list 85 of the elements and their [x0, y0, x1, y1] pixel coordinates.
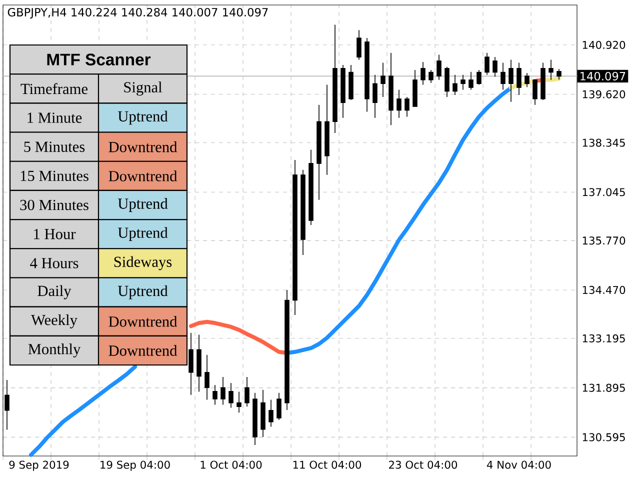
candlestick: [348, 64, 354, 100]
candlestick: [292, 160, 298, 316]
candlestick: [372, 74, 378, 118]
text: Uptrend: [118, 110, 168, 125]
category-label: 5 Minutes: [24, 142, 85, 152]
category-label: Weekly: [31, 314, 78, 328]
annotation: Timeframe: [20, 83, 88, 94]
y-tick-label: 134.470: [582, 286, 626, 294]
text: MTF Scanner: [47, 54, 151, 66]
candlestick: [540, 62, 546, 100]
x-tick-label: 1 Oct 04:00: [200, 460, 262, 469]
text: Uptrend: [118, 198, 168, 212]
y-tick-label: 138.345: [582, 138, 625, 147]
y-tick-label: 130.595: [582, 433, 625, 442]
candlestick: [532, 79, 538, 106]
candlestick: [268, 399, 274, 428]
candlestick: [228, 382, 234, 408]
candlestick: [476, 70, 482, 86]
category-label: Monthly: [28, 343, 81, 358]
y-tick-label: 135.770: [582, 236, 626, 245]
candlestick: [492, 56, 498, 78]
candlestick: [236, 391, 242, 414]
candlestick: [452, 74, 458, 96]
candlestick: [244, 376, 250, 408]
candlestick: [196, 334, 202, 392]
category-label: 1 Minute: [28, 112, 82, 123]
candlestick: [500, 62, 506, 90]
candlestick: [332, 24, 338, 134]
candlestick: [316, 104, 322, 200]
y-tick-label: 131.895: [582, 384, 625, 392]
line-series: [29, 364, 138, 457]
candlestick: [484, 52, 490, 76]
category-label: 4 Hours: [30, 258, 78, 268]
x-tick-label: 4 Nov 04:00: [486, 460, 551, 469]
x-tick-label: 23 Oct 04:00: [389, 460, 458, 469]
candlestick: [276, 392, 282, 420]
text: Downtrend: [108, 345, 178, 356]
x-tick-label: 19 Sep 04:00: [100, 460, 170, 471]
candlestick: [420, 62, 426, 86]
candlestick: [324, 84, 330, 176]
text: Downtrend: [108, 141, 178, 152]
x-tick-label: 9 Sep 2019: [9, 460, 69, 471]
ref-line-label: 140.097: [580, 72, 626, 80]
candlestick: [556, 68, 562, 80]
category-label: Daily: [38, 285, 72, 300]
candlestick: [388, 52, 394, 126]
candlestick: [412, 70, 418, 108]
text: Sideways: [114, 256, 172, 270]
candlestick: [516, 62, 522, 96]
chart-title: GBPJPY,H4 140.224 140.284 140.007 140.097: [8, 8, 268, 19]
candlestick: [284, 290, 290, 410]
annotation: Signal: [124, 82, 162, 96]
text: Uptrend: [118, 285, 168, 300]
candlestick: [204, 354, 210, 400]
candlestick: [396, 89, 402, 118]
candlestick: [548, 59, 554, 80]
candlestick: [252, 392, 258, 446]
y-tick-label: 140.920: [582, 40, 626, 49]
text: Downtrend: [108, 316, 178, 327]
candlestick: [212, 384, 218, 406]
candlestick: [524, 72, 530, 88]
category-label: 1 Hour: [34, 228, 76, 240]
candlestick: [436, 54, 442, 80]
candlestick: [308, 149, 314, 226]
candlestick: [428, 70, 434, 84]
candlestick: [468, 71, 474, 90]
candlestick: [356, 30, 362, 60]
text: Uptrend: [118, 227, 168, 242]
y-tick-label: 133.195: [582, 334, 625, 342]
category-label: 15 Minutes: [20, 170, 88, 182]
candlestick: [300, 170, 306, 256]
text: Downtrend: [108, 170, 178, 182]
candlestick: [444, 66, 450, 98]
category-label: 30 Minutes: [20, 200, 88, 210]
x-tick-label: 11 Oct 04:00: [293, 460, 362, 469]
candlestick: [380, 62, 386, 98]
candlestick: [340, 64, 346, 118]
candlestick: [404, 96, 410, 118]
candlestick: [364, 38, 370, 112]
candlestick: [220, 376, 226, 406]
candlestick: [508, 59, 514, 102]
candlestick: [460, 74, 466, 90]
y-tick-label: 137.045: [582, 188, 625, 196]
y-tick-label: 139.620: [582, 90, 626, 98]
candlestick: [260, 389, 266, 438]
